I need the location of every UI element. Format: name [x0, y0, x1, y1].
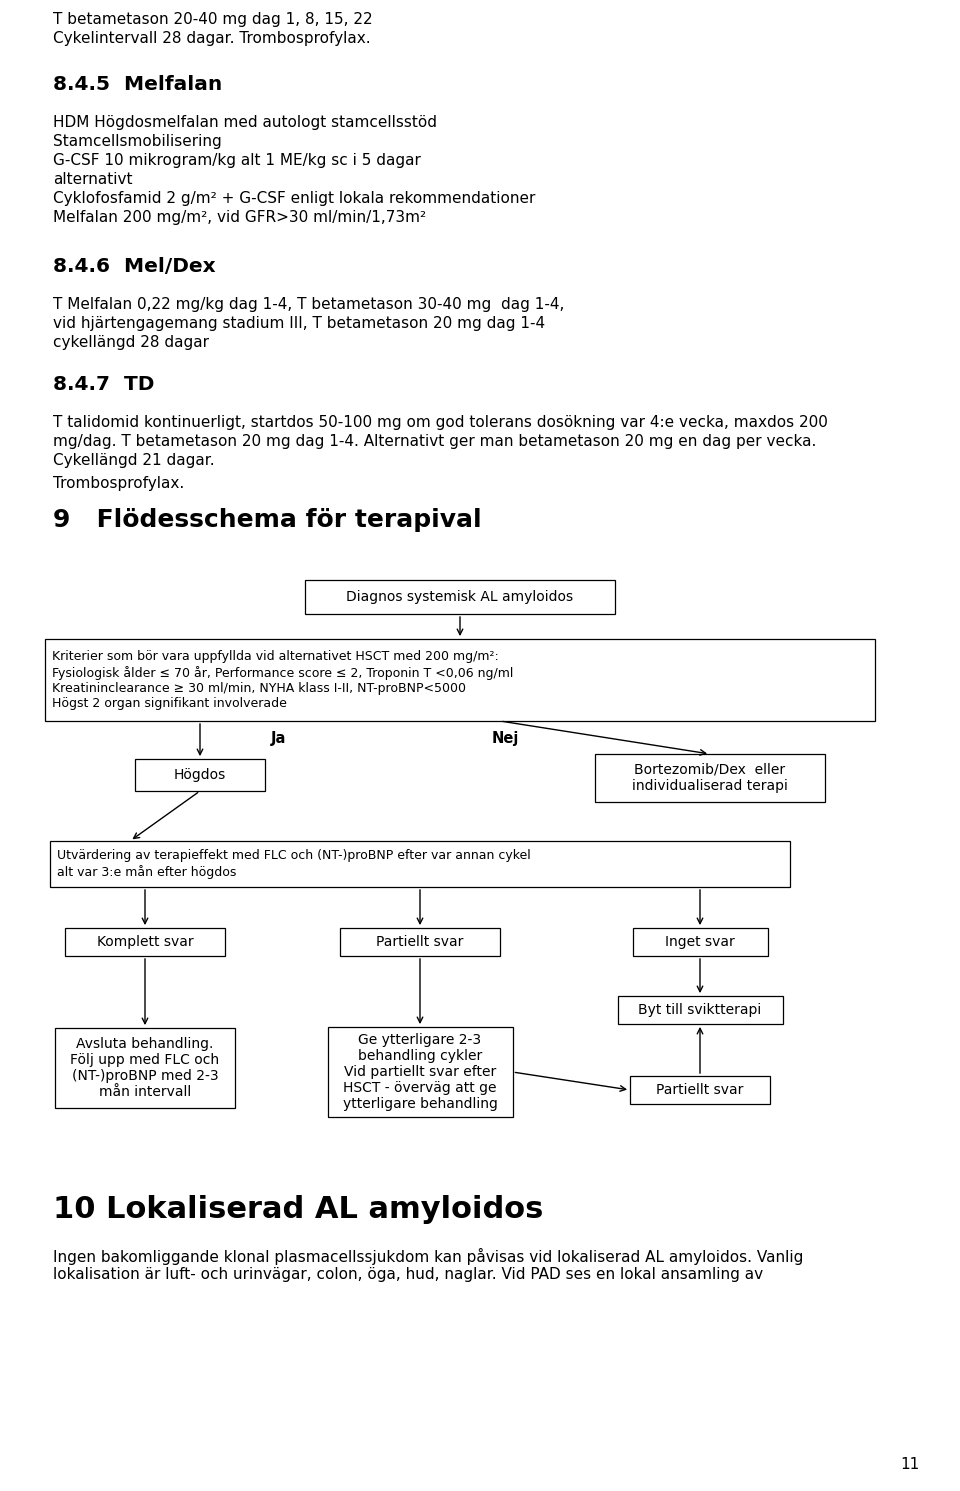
Text: 8.4.5  Melfalan: 8.4.5 Melfalan: [53, 75, 223, 94]
FancyBboxPatch shape: [65, 927, 225, 956]
Text: Komplett svar: Komplett svar: [97, 935, 193, 948]
FancyBboxPatch shape: [617, 996, 782, 1024]
Text: T talidomid kontinuerligt, startdos 50-100 mg om god tolerans dosökning var 4:e : T talidomid kontinuerligt, startdos 50-1…: [53, 414, 828, 429]
FancyBboxPatch shape: [595, 754, 825, 802]
Text: Cyklofosfamid 2 g/m² + G-CSF enligt lokala rekommendationer: Cyklofosfamid 2 g/m² + G-CSF enligt loka…: [53, 191, 536, 206]
FancyBboxPatch shape: [45, 640, 875, 722]
Text: 8.4.7  TD: 8.4.7 TD: [53, 376, 155, 394]
Text: T betametason 20-40 mg dag 1, 8, 15, 22: T betametason 20-40 mg dag 1, 8, 15, 22: [53, 12, 372, 27]
FancyBboxPatch shape: [135, 759, 265, 792]
Text: Stamcellsmobilisering: Stamcellsmobilisering: [53, 134, 222, 149]
Text: Utvärdering av terapieffekt med FLC och (NT-)proBNP efter var annan cykel
alt va: Utvärdering av terapieffekt med FLC och …: [57, 850, 531, 878]
FancyBboxPatch shape: [50, 841, 790, 887]
FancyBboxPatch shape: [340, 927, 500, 956]
Text: Kriterier som bör vara uppfyllda vid alternativet HSCT med 200 mg/m²:
Fysiologis: Kriterier som bör vara uppfyllda vid alt…: [52, 650, 514, 710]
Text: Ingen bakomliggande klonal plasmacellssjukdom kan påvisas vid lokaliserad AL amy: Ingen bakomliggande klonal plasmacellssj…: [53, 1248, 804, 1264]
Text: Avsluta behandling.
Följ upp med FLC och
(NT-)proBNP med 2-3
mån intervall: Avsluta behandling. Följ upp med FLC och…: [70, 1036, 220, 1099]
Text: Bortezomib/Dex  eller
individualiserad terapi: Bortezomib/Dex eller individualiserad te…: [632, 763, 788, 793]
Text: Byt till sviktterapi: Byt till sviktterapi: [638, 1003, 761, 1017]
Text: Högdos: Högdos: [174, 768, 227, 781]
FancyBboxPatch shape: [633, 927, 767, 956]
Text: 11: 11: [900, 1457, 920, 1472]
Text: alternativt: alternativt: [53, 171, 132, 186]
Text: Inget svar: Inget svar: [665, 935, 734, 948]
Text: lokalisation är luft- och urinvägar, colon, öga, hud, naglar. Vid PAD ses en lok: lokalisation är luft- och urinvägar, col…: [53, 1267, 763, 1282]
Text: Ge ytterligare 2-3
behandling cykler
Vid partiellt svar efter
HSCT - överväg att: Ge ytterligare 2-3 behandling cykler Vid…: [343, 1033, 497, 1111]
Text: 10 Lokaliserad AL amyloidos: 10 Lokaliserad AL amyloidos: [53, 1194, 543, 1224]
Text: 9   Flödesschema för terapival: 9 Flödesschema för terapival: [53, 508, 482, 532]
Text: HDM Högdosmelfalan med autologt stamcellsstöd: HDM Högdosmelfalan med autologt stamcell…: [53, 115, 437, 130]
FancyBboxPatch shape: [630, 1077, 770, 1103]
Text: vid hjärtengagemang stadium III, T betametason 20 mg dag 1-4: vid hjärtengagemang stadium III, T betam…: [53, 316, 545, 331]
Text: Diagnos systemisk AL amyloidos: Diagnos systemisk AL amyloidos: [347, 590, 573, 604]
Text: cykellängd 28 dagar: cykellängd 28 dagar: [53, 335, 209, 350]
FancyBboxPatch shape: [305, 580, 615, 614]
Text: Cykellängd 21 dagar.: Cykellängd 21 dagar.: [53, 453, 215, 468]
Text: 8.4.6  Mel/Dex: 8.4.6 Mel/Dex: [53, 256, 216, 276]
Text: T Melfalan 0,22 mg/kg dag 1-4, T betametason 30-40 mg  dag 1-4,: T Melfalan 0,22 mg/kg dag 1-4, T betamet…: [53, 297, 564, 312]
Text: Partiellt svar: Partiellt svar: [657, 1082, 744, 1097]
Text: Ja: Ja: [271, 731, 286, 746]
Text: mg/dag. T betametason 20 mg dag 1-4. Alternativt ger man betametason 20 mg en da: mg/dag. T betametason 20 mg dag 1-4. Alt…: [53, 434, 816, 449]
Text: Melfalan 200 mg/m², vid GFR>30 ml/min/1,73m²: Melfalan 200 mg/m², vid GFR>30 ml/min/1,…: [53, 210, 426, 225]
FancyBboxPatch shape: [55, 1027, 235, 1108]
FancyBboxPatch shape: [327, 1027, 513, 1117]
Text: Nej: Nej: [492, 731, 518, 746]
Text: Trombosprofylax.: Trombosprofylax.: [53, 476, 184, 491]
Text: Cykelintervall 28 dagar. Trombosprofylax.: Cykelintervall 28 dagar. Trombosprofylax…: [53, 31, 371, 46]
Text: G-CSF 10 mikrogram/kg alt 1 ME/kg sc i 5 dagar: G-CSF 10 mikrogram/kg alt 1 ME/kg sc i 5…: [53, 154, 420, 168]
Text: Partiellt svar: Partiellt svar: [376, 935, 464, 948]
